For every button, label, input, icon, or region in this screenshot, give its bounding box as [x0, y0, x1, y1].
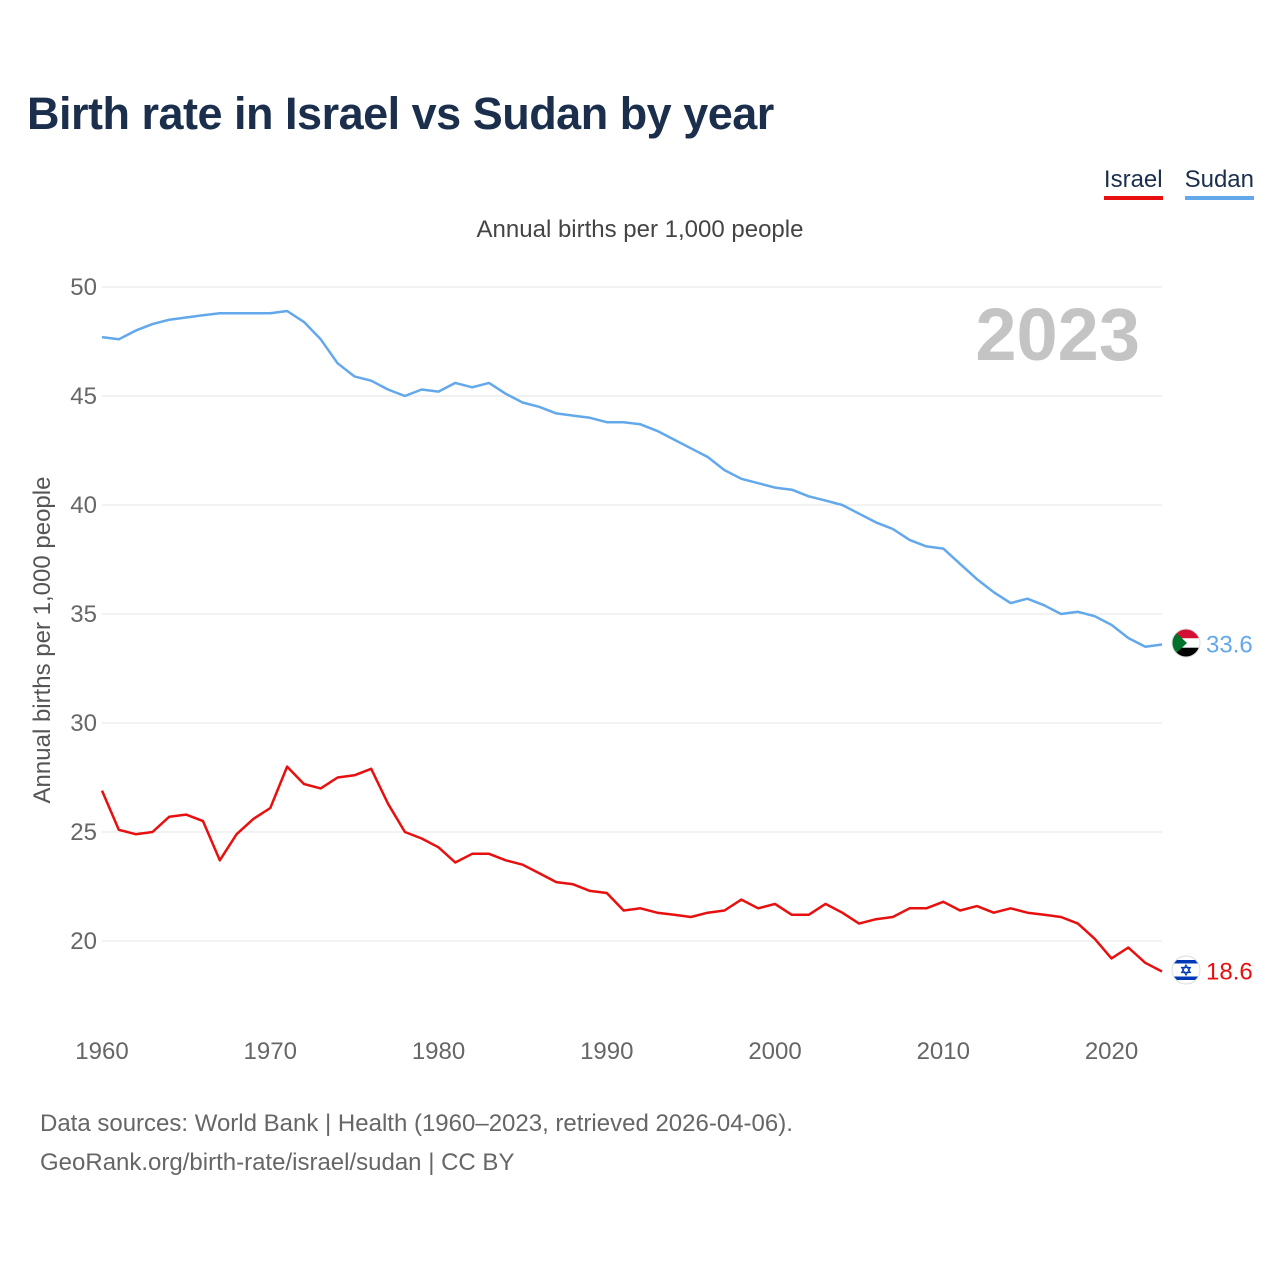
x-tick-label: 1980	[412, 1038, 465, 1065]
series-line-sudan	[101, 309, 1163, 648]
legend-item-israel[interactable]: Israel	[1103, 166, 1163, 200]
x-tick-label: 2010	[917, 1038, 970, 1065]
x-tick-label: 1960	[75, 1038, 128, 1065]
sudan-flag-icon	[1171, 628, 1201, 658]
attribution-text: GeoRank.org/birth-rate/israel/sudan | CC…	[40, 1149, 515, 1176]
end-value-label-israel: 18.6	[1206, 959, 1253, 986]
x-tick-label: 2000	[748, 1038, 801, 1065]
x-tick-label: 1990	[580, 1038, 633, 1065]
year-label: 2023	[975, 293, 1140, 376]
x-axis-ticks: 1960 1970 1980 1990 2000 2010 2020	[75, 1038, 1138, 1065]
x-tick-label: 1970	[244, 1038, 297, 1065]
y-tick-label: 20	[70, 928, 97, 955]
legend-item-sudan[interactable]: Sudan	[1184, 166, 1254, 200]
y-tick-label: 30	[70, 710, 97, 737]
chart-title: Birth rate in Israel vs Sudan by year	[27, 88, 774, 139]
chart-subtitle: Annual births per 1,000 people	[476, 216, 804, 243]
series-line-israel	[100, 765, 1163, 973]
series-lines: 33.6 18.6	[100, 309, 1253, 986]
grid-lines	[102, 286, 1162, 942]
legend: Israel Sudan	[1103, 166, 1254, 200]
y-tick-label: 50	[70, 274, 97, 301]
y-tick-label: 40	[70, 492, 97, 519]
y-tick-label: 35	[70, 601, 97, 628]
footer: Data sources: World Bank | Health (1960–…	[40, 1104, 793, 1182]
end-value-label-sudan: 33.6	[1206, 632, 1253, 659]
y-tick-label: 45	[70, 383, 97, 410]
end-markers	[1171, 628, 1201, 985]
y-tick-label: 25	[70, 819, 97, 846]
y-axis-label: Annual births per 1,000 people	[29, 477, 56, 804]
israel-flag-icon	[1171, 955, 1201, 985]
y-axis-ticks: 20 25 30 35 40 45 50	[70, 274, 97, 955]
x-tick-label: 2020	[1085, 1038, 1138, 1065]
data-source-text: Data sources: World Bank | Health (1960–…	[40, 1110, 793, 1137]
